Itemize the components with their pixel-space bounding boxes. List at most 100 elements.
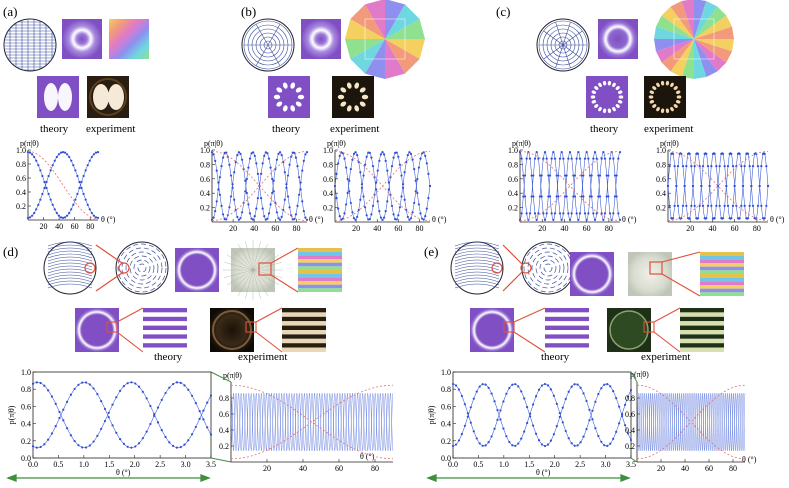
data-point [375,181,378,184]
data-point [721,217,725,220]
data-point [179,381,182,384]
data-point [690,165,693,168]
data-point [726,204,730,207]
x-axis-label: θ (°) [101,215,116,224]
data-point [58,416,61,420]
x-tick-label: 0.0 [448,460,458,469]
data-point [212,153,215,156]
data-point [466,412,469,415]
data-point [149,404,152,408]
range-arrow-d [6,474,211,482]
data-point [53,159,56,162]
data-point [231,183,234,186]
data-point [356,153,359,157]
data-point [405,208,408,212]
data-point [225,218,228,221]
data-point [378,159,381,162]
data-point [59,216,63,219]
panel-label-b: (b) [241,4,256,19]
data-point [126,382,129,385]
data-point [406,215,409,219]
data-point [572,174,575,177]
data-point [267,157,271,160]
data-point [365,155,368,158]
data-point [517,385,520,388]
blue-curve [452,383,632,447]
data-point [526,421,529,425]
data-point [37,164,40,167]
data-point [57,153,60,156]
data-point [283,171,286,174]
data-point [469,406,472,409]
zoom-connector [210,371,232,383]
data-point [70,159,73,162]
data-point [600,387,603,390]
data-point [47,389,50,392]
data-point [425,207,428,210]
data-point [282,208,285,212]
data-point [49,169,52,172]
data-point [376,169,379,172]
data-point [568,151,572,154]
data-point [382,216,386,219]
x-tick-label: 20 [40,222,48,231]
data-point [288,163,291,166]
x-tick-label: 20 [352,224,360,233]
data-point [538,195,542,198]
data-point [51,164,54,167]
data-point [563,195,567,198]
data-point [568,218,572,221]
y-tick-label: 0.6 [219,410,229,419]
data-point [92,214,95,217]
x-tick-label: 20 [686,224,694,233]
data-point [57,214,60,217]
data-point [538,174,542,177]
data-point [236,153,239,157]
data-point [582,174,585,177]
plot-frame [452,371,632,459]
x-tick-label: 2.5 [155,460,165,469]
data-point [496,418,499,421]
panel-a-images: theory experiment [3,18,149,135]
data-point [175,446,179,449]
data-point [525,212,528,215]
data-point [134,445,137,448]
blue-curve [230,392,394,452]
data-point [217,188,220,191]
data-point [543,444,547,448]
data-point [73,387,76,391]
y-tick-label: 1.0 [441,368,451,377]
data-point [220,204,223,207]
data-point [623,403,627,406]
data-point [304,153,307,156]
data-point [264,151,267,154]
panel-label-a: (a) [3,4,17,19]
data-point [349,167,352,171]
data-point [588,174,592,177]
data-point [359,198,362,201]
data-point [368,218,371,221]
data-point [61,216,65,219]
data-point [678,217,681,220]
x-axis-label: θ (°) [309,215,324,224]
x-tick-label: 1.0 [499,460,509,469]
y-tick-label: 1.0 [656,146,666,155]
data-point [502,427,505,430]
data-point [76,174,79,178]
data-point [221,156,225,159]
y-tick-label: 0.8 [21,385,31,394]
data-point [240,211,244,214]
data-point [523,195,527,198]
x-axis-label: θ (°) [536,468,551,477]
data-point [623,424,627,427]
data-point [522,195,525,198]
data-point [248,212,252,215]
data-point [573,195,577,198]
data-point [296,165,299,168]
data-point [278,218,282,221]
data-point [609,385,612,388]
data-point [567,437,570,440]
data-point [275,158,279,161]
phase-map-b [345,0,425,79]
data-point [250,217,253,220]
